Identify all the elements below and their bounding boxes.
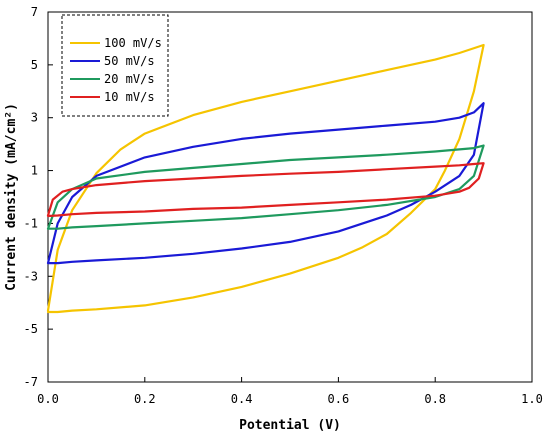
plot-area-frame [47,11,533,383]
y-tick-label: -7 [24,375,38,389]
x-tick-label: 0.4 [231,392,253,406]
y-tick-label: -5 [24,322,38,336]
series-line-4 [46,162,485,218]
legend: 100 mV/s 50 mV/s 20 mV/s 10 mV/s [61,14,169,117]
x-tick-label: 0.0 [37,392,59,406]
y-tick-label: 7 [31,5,38,19]
series-layer [46,43,485,314]
legend-label: 50 mV/s [104,54,155,68]
y-tick-label: 1 [31,164,38,178]
legend-label: 100 mV/s [104,36,162,50]
y-axis-ticks: -7 -5 -3 -1 1 3 5 7 [24,5,53,389]
series-line-2 [46,102,485,265]
y-tick-label: -1 [24,216,38,230]
y-tick-label: 5 [31,58,38,72]
legend-box [61,14,169,117]
y-tick-label: 3 [31,111,38,125]
x-tick-label: 0.6 [328,392,350,406]
y-tick-label: -3 [24,269,38,283]
x-tick-label: 0.2 [134,392,156,406]
series-line-3 [46,144,485,230]
legend-label: 10 mV/s [104,90,155,104]
x-tick-label: 0.8 [424,392,446,406]
y-axis-title: Current density (mA/cm²) [4,103,19,291]
x-axis-ticks: 0.0 0.2 0.4 0.6 0.8 1.0 [37,377,543,406]
x-tick-label: 1.0 [521,392,543,406]
x-axis-title: Potential (V) [239,418,341,433]
legend-label: 20 mV/s [104,72,155,86]
